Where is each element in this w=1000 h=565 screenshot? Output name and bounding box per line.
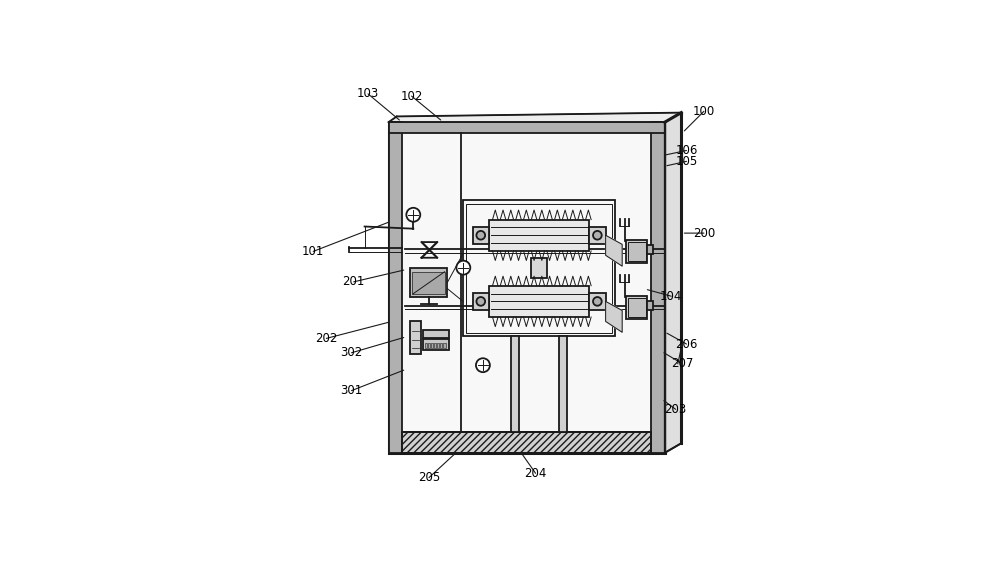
Bar [628,242,646,261]
Bar [389,122,665,133]
Polygon shape [606,301,622,332]
Polygon shape [389,112,681,122]
Text: 104: 104 [660,290,682,303]
Polygon shape [665,112,681,453]
Bar [412,272,445,294]
Text: 206: 206 [675,337,698,350]
Text: 205: 205 [418,471,440,484]
Text: 103: 103 [357,88,379,101]
Bar [443,343,446,348]
Circle shape [406,208,420,221]
Text: 102: 102 [400,90,423,103]
Bar [389,122,665,453]
Bar [489,286,589,317]
Text: 207: 207 [671,357,693,370]
Circle shape [593,297,602,306]
Bar [428,343,430,348]
Circle shape [476,297,485,306]
Bar [389,122,402,453]
Bar [531,258,547,279]
Circle shape [456,260,470,275]
Bar [489,220,589,251]
Bar [589,293,606,310]
Bar [559,336,567,432]
Bar [423,340,449,350]
Bar [473,227,489,244]
Bar [651,122,665,453]
Text: 204: 204 [524,467,547,480]
Bar [511,336,519,432]
Bar [434,343,436,348]
Bar [440,343,442,348]
Text: 106: 106 [675,144,698,157]
Bar [410,268,447,297]
Bar [466,204,612,333]
Polygon shape [606,235,622,266]
Text: 100: 100 [693,105,715,118]
Bar [431,343,433,348]
Text: 203: 203 [665,403,687,416]
Bar [410,321,421,354]
Text: 101: 101 [302,245,324,258]
Bar [628,298,646,317]
Bar [626,296,647,319]
Text: 200: 200 [693,227,715,240]
Bar [402,432,651,453]
Bar [589,227,606,244]
Bar [425,343,427,348]
Text: 201: 201 [343,275,365,288]
Circle shape [476,231,485,240]
Text: 105: 105 [675,155,698,168]
Bar [423,330,449,338]
Bar [647,245,653,254]
Bar [647,301,653,310]
Bar [626,240,647,263]
Circle shape [593,231,602,240]
Bar [463,201,615,336]
Text: 301: 301 [340,384,363,397]
Circle shape [476,358,490,372]
Text: 202: 202 [315,332,337,345]
Bar [437,343,439,348]
Text: 302: 302 [340,346,363,359]
Bar [473,293,489,310]
Bar [402,432,651,453]
